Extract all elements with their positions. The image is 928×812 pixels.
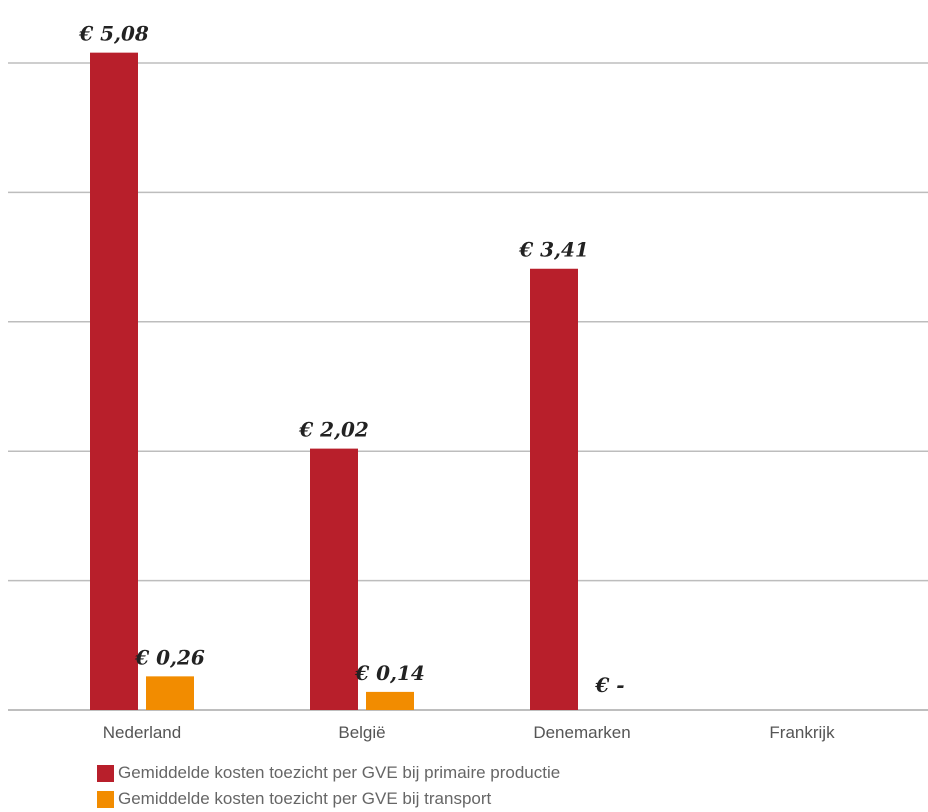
data-label: € 0,26 [134,645,205,669]
legend-swatch-transport [97,790,114,808]
category-label: België [338,723,385,742]
bar-primary-2 [530,268,578,710]
data-label: € - [594,673,624,697]
data-label: € 3,41 [518,238,589,262]
bar-primary-0 [90,52,138,710]
bar-transport-0 [146,676,194,710]
category-label: Frankrijk [769,723,835,742]
data-label: € 0,14 [354,661,425,685]
data-label: € 2,02 [298,418,369,442]
legend: Gemiddelde kosten toezicht per GVE bij p… [97,760,560,812]
category-label: Nederland [103,723,181,742]
legend-label-primary: Gemiddelde kosten toezicht per GVE bij p… [118,763,561,782]
bars [90,52,578,710]
legend-label-transport: Gemiddelde kosten toezicht per GVE bij t… [118,789,492,808]
legend-item-transport: Gemiddelde kosten toezicht per GVE bij t… [97,786,560,812]
gridlines [8,62,928,711]
category-labels: Nederland België Denemarken Frankrijk [103,723,835,742]
bar-transport-1 [366,691,414,710]
data-label: € 5,08 [78,22,149,46]
data-labels: € 5,08 € 0,26 € 2,02 € 0,14 € 3,41 € - [78,22,624,697]
bar-primary-1 [310,448,358,710]
legend-swatch-primary [97,764,114,782]
category-label: Denemarken [533,723,630,742]
legend-item-primary: Gemiddelde kosten toezicht per GVE bij p… [97,760,560,786]
